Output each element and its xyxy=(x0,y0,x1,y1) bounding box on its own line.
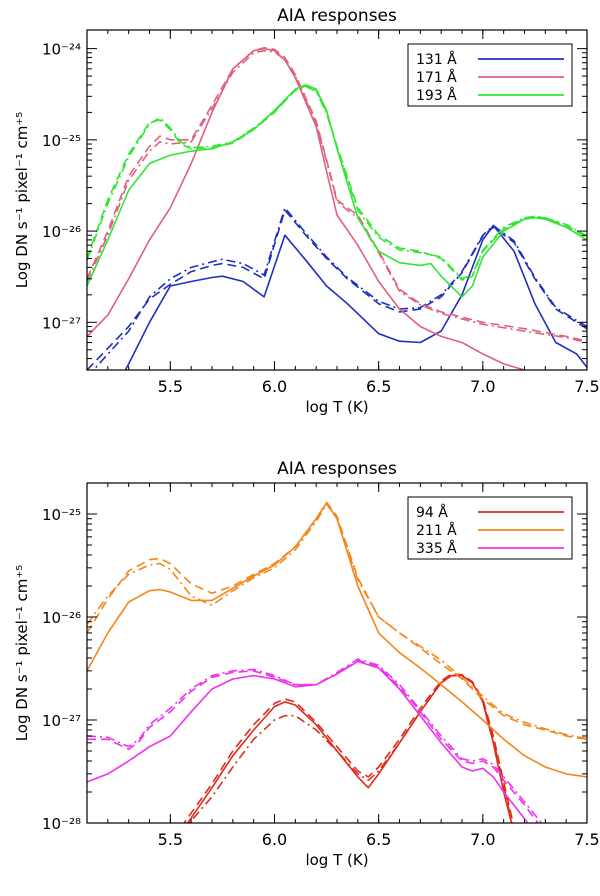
x-tick-label: 5.5 xyxy=(158,830,183,849)
series-group xyxy=(87,501,587,823)
series-line-2 xyxy=(188,674,513,823)
x-tick-label: 5.5 xyxy=(158,377,183,396)
x-tick-label: 6.0 xyxy=(262,377,287,396)
chart-title: AIA responses xyxy=(277,6,397,26)
y-tick-label: 10⁻²⁶ xyxy=(42,223,81,241)
series-line-0 xyxy=(124,224,587,370)
panel-top: AIA responses 5.5 6.0 6.5 7.0 7.5 10⁻²⁷ 10⁻²⁶ 10… xyxy=(13,6,600,416)
x-axis-label: log T (K) xyxy=(305,398,368,416)
legend-label: 211 Å xyxy=(416,522,457,539)
x-axis-label: log T (K) xyxy=(305,851,368,869)
series-line-7 xyxy=(87,85,587,281)
y-tick-label: 10⁻²⁶ xyxy=(42,609,81,627)
y-tick-label: 10⁻²⁷ xyxy=(42,314,81,332)
series-line-8 xyxy=(87,85,587,280)
series-line-8 xyxy=(87,658,543,823)
x-tick-label: 7.0 xyxy=(470,377,495,396)
y-tick-label: 10⁻²⁴ xyxy=(42,41,81,59)
series-line-2 xyxy=(92,207,587,370)
series-line-1 xyxy=(183,673,514,823)
y-axis-label: Log DN s⁻¹ pixel⁻¹ cm⁺⁵ xyxy=(13,565,31,742)
chart-title: AIA responses xyxy=(277,459,397,479)
series-line-4 xyxy=(87,46,587,342)
x-tick-label: 6.5 xyxy=(366,830,391,849)
series-line-7 xyxy=(87,659,539,823)
legend-label: 94 Å xyxy=(416,504,448,521)
x-tick-label: 7.5 xyxy=(574,377,599,396)
x-tick-label: 6.5 xyxy=(366,377,391,396)
y-tick-label: 10⁻²⁷ xyxy=(42,712,81,730)
series-line-4 xyxy=(87,501,587,741)
series-line-6 xyxy=(87,84,587,298)
series-line-1 xyxy=(87,209,587,370)
y-tick-label: 10⁻²⁵ xyxy=(42,506,81,524)
y-axis-label: Log DN s⁻¹ pixel⁻¹ cm⁺⁵ xyxy=(13,112,31,289)
x-tick-label: 7.0 xyxy=(470,830,495,849)
series-group xyxy=(87,46,587,370)
series-line-5 xyxy=(87,503,587,740)
x-tick-label: 7.5 xyxy=(574,830,599,849)
legend-label: 335 Å xyxy=(416,540,457,557)
legend-label: 193 Å xyxy=(416,87,457,104)
x-tick-label: 6.0 xyxy=(262,830,287,849)
panel-bottom: AIA responses 5.5 6.0 6.5 7.0 7.5 10⁻²⁸ 10⁻²⁷ 10… xyxy=(13,459,600,869)
y-tick-label: 10⁻²⁵ xyxy=(42,132,81,150)
y-tick-label: 10⁻²⁸ xyxy=(42,815,81,833)
legend-label: 131 Å xyxy=(416,51,457,68)
legend-label: 171 Å xyxy=(416,69,457,86)
